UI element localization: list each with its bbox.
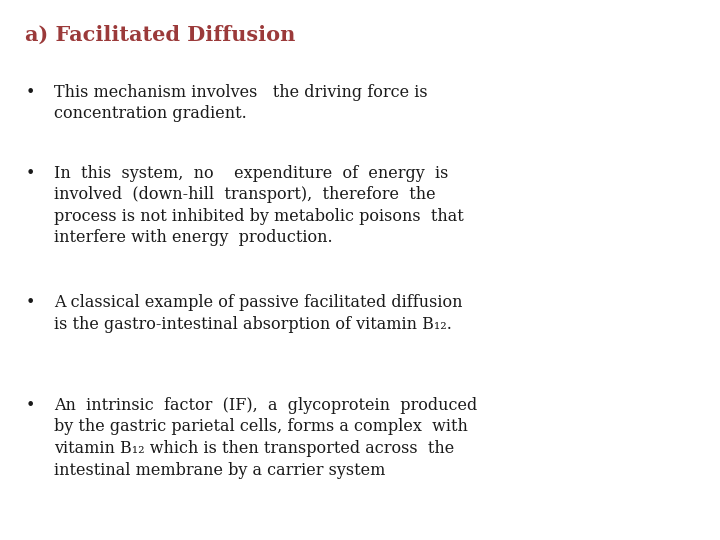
Text: •: • [25,397,35,414]
Text: An  intrinsic  factor  (IF),  a  glycoprotein  produced
by the gastric parietal : An intrinsic factor (IF), a glycoprotein… [54,397,477,478]
Text: This mechanism involves   the driving force is
concentration gradient.: This mechanism involves the driving forc… [54,84,428,122]
Text: •: • [25,294,35,311]
Text: a) Facilitated Diffusion: a) Facilitated Diffusion [25,24,296,44]
Text: •: • [25,165,35,181]
Text: •: • [25,84,35,100]
Text: A classical example of passive facilitated diffusion
is the gastro-intestinal ab: A classical example of passive facilitat… [54,294,462,333]
Text: In  this  system,  no    expenditure  of  energy  is
involved  (down-hill  trans: In this system, no expenditure of energy… [54,165,464,246]
